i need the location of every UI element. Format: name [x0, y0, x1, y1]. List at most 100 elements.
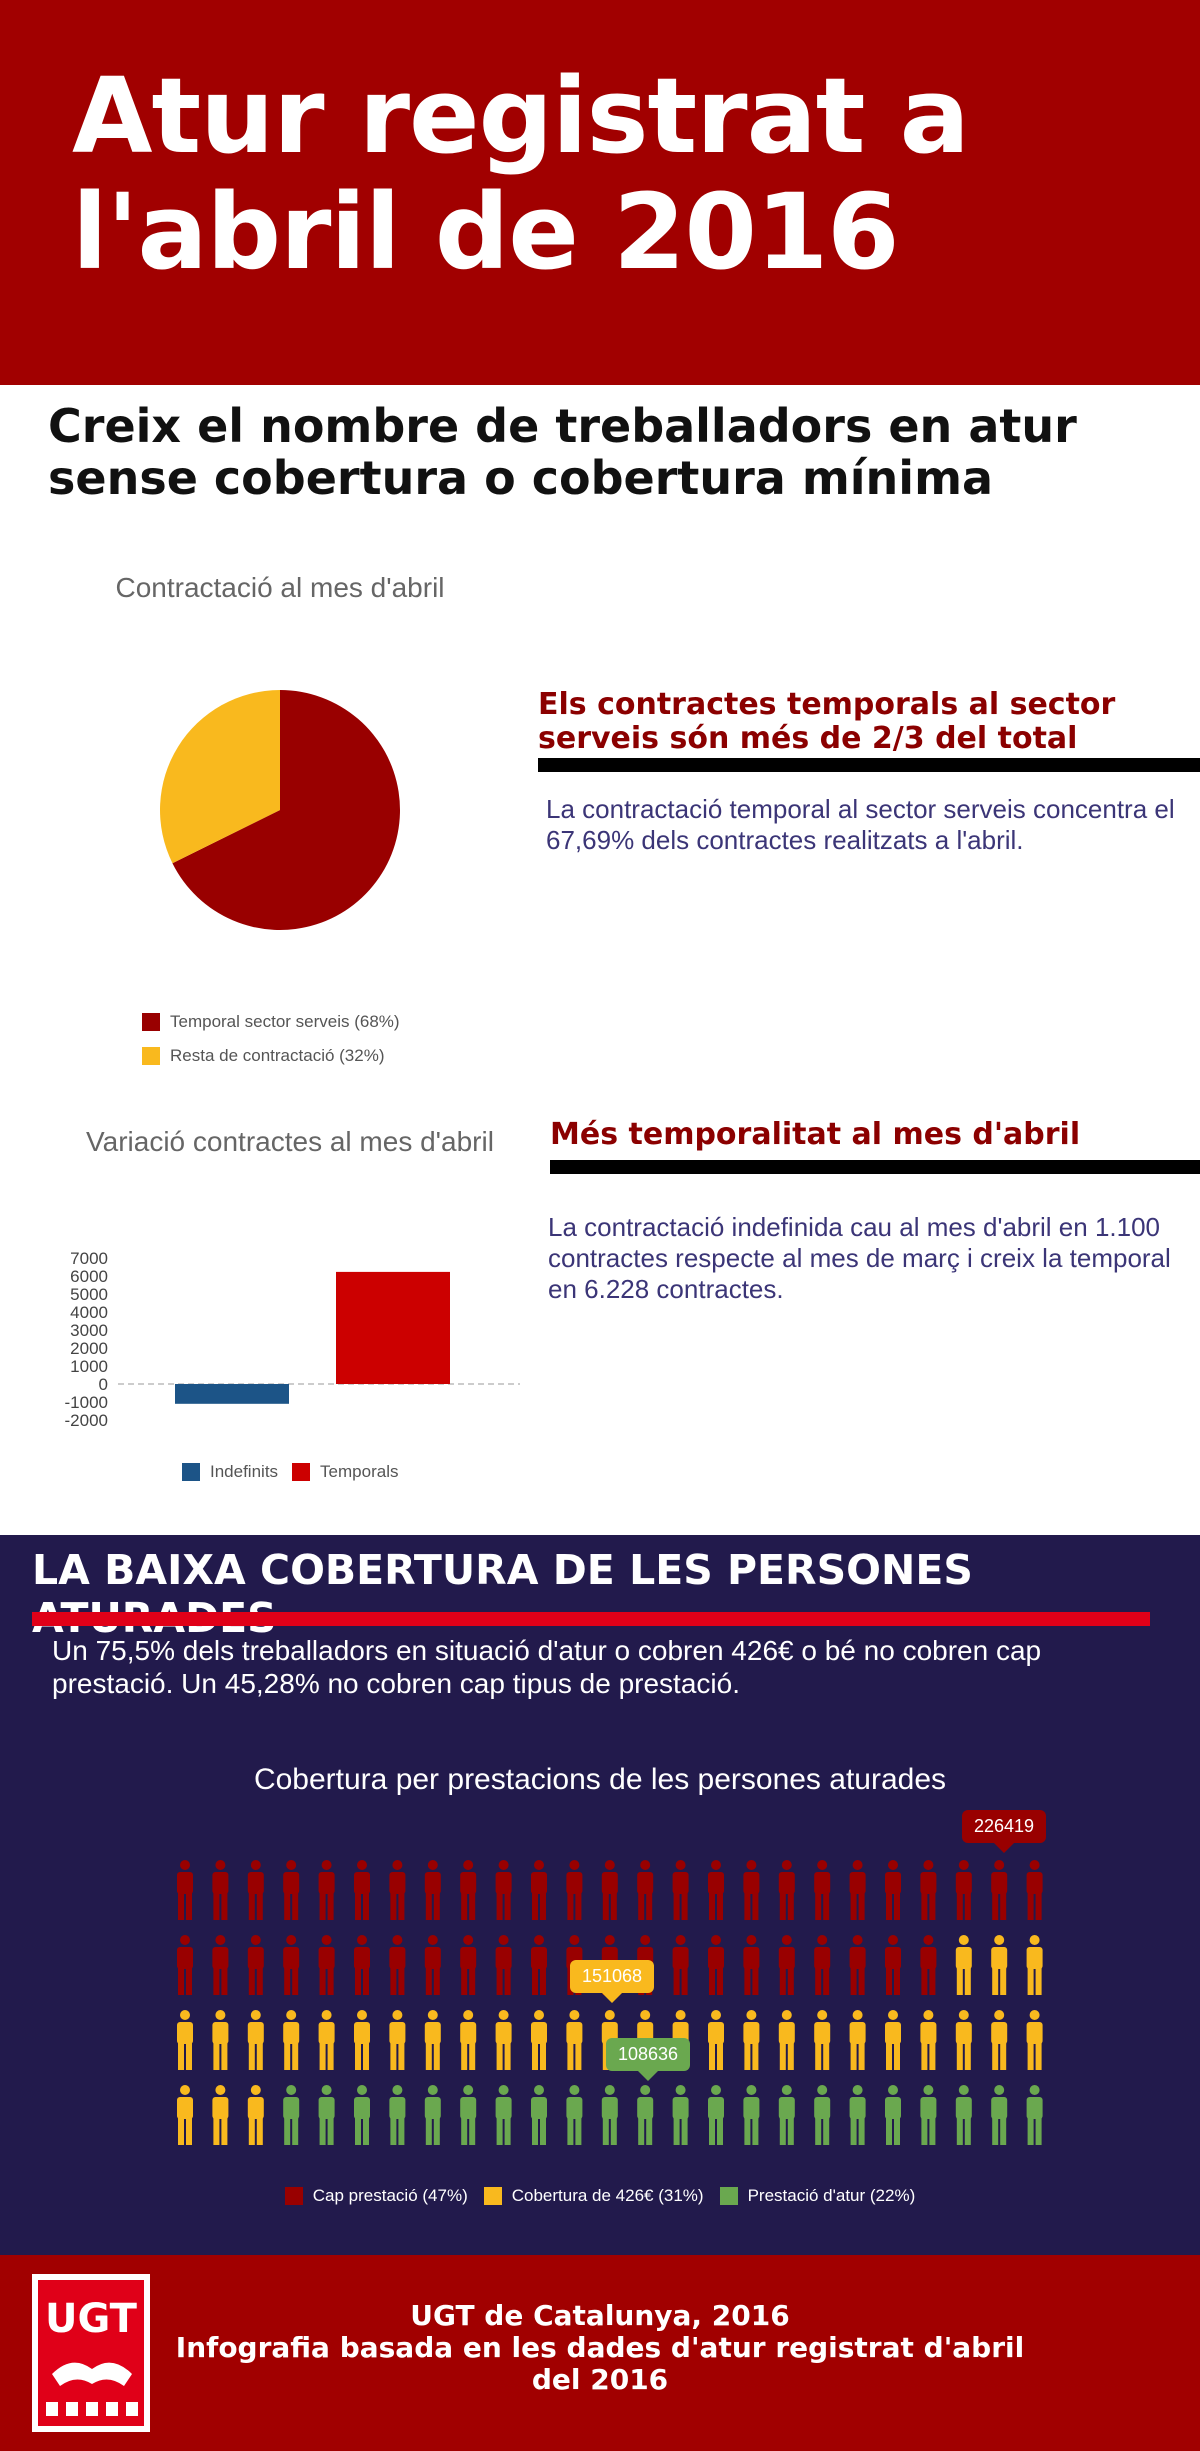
bar-legend: Indefinits Temporals: [182, 1462, 398, 1482]
person-icon: [212, 2010, 229, 2070]
person-icon: [318, 1860, 335, 1920]
person-icon: [885, 1860, 901, 1920]
person-icon: [955, 2010, 972, 2070]
person-icon: [743, 2010, 760, 2070]
y-tick-label: 5000: [70, 1285, 108, 1304]
person-icon: [354, 1935, 370, 1995]
footer-line2: Infografia basada en les dades d'atur re…: [175, 2331, 1025, 2396]
y-tick-label: 7000: [70, 1249, 108, 1268]
person-icon: [283, 2085, 300, 2145]
person-icon: [991, 2010, 1008, 2070]
pie-slice: [159, 690, 280, 864]
y-tick-label: 6000: [70, 1267, 108, 1286]
pie-legend: Temporal sector serveis (68%) Resta de c…: [142, 1012, 400, 1066]
legend-label: Temporal sector serveis (68%): [170, 1012, 400, 1031]
section2-divider: [550, 1160, 1200, 1174]
data-label-prestacio-atur: 108636: [606, 2038, 691, 2081]
y-tick-label: 0: [99, 1375, 108, 1394]
pictogram-title: Cobertura per prestacions de les persone…: [253, 1763, 947, 1796]
person-icon: [283, 1935, 300, 1995]
picto-legend-item: Cobertura de 426€ (31%): [483, 2186, 704, 2206]
person-icon: [708, 2085, 724, 2145]
legend-swatch: [284, 2187, 303, 2205]
data-label-cobertura-426: 151068: [570, 1960, 655, 2003]
person-icon: [177, 1860, 193, 1920]
person-icon: [955, 1935, 972, 1995]
person-icon: [778, 1935, 795, 1995]
footer-text: UGT de Catalunya, 2016 Infografia basada…: [160, 2300, 1040, 2396]
person-icon: [885, 2085, 901, 2145]
person-icon: [247, 1935, 264, 1995]
person-icon: [814, 2010, 831, 2070]
person-icon: [708, 1860, 724, 1920]
person-icon: [814, 2085, 831, 2145]
person-icon: [1026, 1860, 1043, 1920]
coverage-text: Un 75,5% dels treballadors en situació d…: [52, 1635, 1042, 1699]
person-icon: [637, 2085, 654, 2145]
logo-text: UGT: [45, 2296, 138, 2342]
footer-banner: [0, 2255, 1200, 2451]
pie-legend-item: Resta de contractació (32%): [142, 1046, 400, 1066]
person-icon: [354, 1860, 370, 1920]
person-icon: [991, 1860, 1008, 1920]
bar-legend-item: Indefinits: [182, 1462, 278, 1482]
person-icon: [389, 2010, 406, 2070]
person-icon: [318, 2010, 335, 2070]
person-icon: [531, 1860, 547, 1920]
person-icon: [955, 2085, 972, 2145]
section1-text: La contractació temporal al sector serve…: [546, 794, 1175, 855]
person-icon: [920, 1860, 937, 1920]
person-icon: [354, 2010, 370, 2070]
picto-legend-item: Cap prestació (47%): [284, 2186, 468, 2206]
person-icon: [672, 1935, 689, 1995]
person-icon: [247, 2085, 264, 2145]
y-tick-label: 4000: [70, 1303, 108, 1322]
person-icon: [991, 1935, 1008, 1995]
person-icon: [212, 1935, 229, 1995]
footer-line1: UGT de Catalunya, 2016: [410, 2299, 790, 2332]
pictogram-legend: Cap prestació (47%) Cobertura de 426€ (3…: [0, 2186, 1200, 2206]
pie-slice: [172, 690, 400, 930]
person-icon: [318, 1935, 335, 1995]
person-icon: [672, 2085, 689, 2145]
person-icon: [389, 2085, 406, 2145]
person-icon: [955, 1860, 972, 1920]
person-icon: [920, 2085, 937, 2145]
person-icon: [460, 2010, 477, 2070]
person-icon: [283, 2010, 300, 2070]
legend-label: Cap prestació (47%): [312, 2186, 468, 2205]
person-icon: [424, 2085, 441, 2145]
person-icon: [708, 1935, 724, 1995]
person-icon: [495, 2085, 512, 2145]
person-icon: [778, 2010, 795, 2070]
person-icon: [566, 1860, 583, 1920]
person-icon: [672, 1860, 689, 1920]
person-icon: [177, 1935, 193, 1995]
person-icon: [849, 1860, 866, 1920]
coverage-section: [0, 1535, 1200, 2255]
person-icon: [778, 1860, 795, 1920]
section2-heading: Més temporalitat al mes d'abril: [550, 1117, 1081, 1152]
data-label-cap-prestacio: 226419: [962, 1810, 1047, 1853]
legend-swatch: [719, 2187, 738, 2205]
person-icon: [885, 1935, 901, 1995]
person-icon: [849, 2010, 866, 2070]
section1-divider: [538, 758, 1200, 772]
person-icon: [495, 2010, 512, 2070]
legend-swatch: [292, 1463, 311, 1481]
person-icon: [177, 2085, 193, 2145]
person-icon: [531, 2010, 547, 2070]
pie-chart: [159, 690, 400, 930]
person-icon: [389, 1860, 406, 1920]
person-icon: [1026, 2010, 1043, 2070]
person-icon: [424, 1935, 441, 1995]
y-tick-label: 2000: [70, 1339, 108, 1358]
header-banner: [0, 0, 1200, 385]
y-tick-label: 3000: [70, 1321, 108, 1340]
person-icon: [637, 1860, 654, 1920]
person-icon: [601, 1860, 618, 1920]
person-icon: [743, 1860, 760, 1920]
person-icon: [424, 2010, 441, 2070]
person-icon: [283, 1860, 300, 1920]
person-icon: [1026, 1935, 1043, 1995]
